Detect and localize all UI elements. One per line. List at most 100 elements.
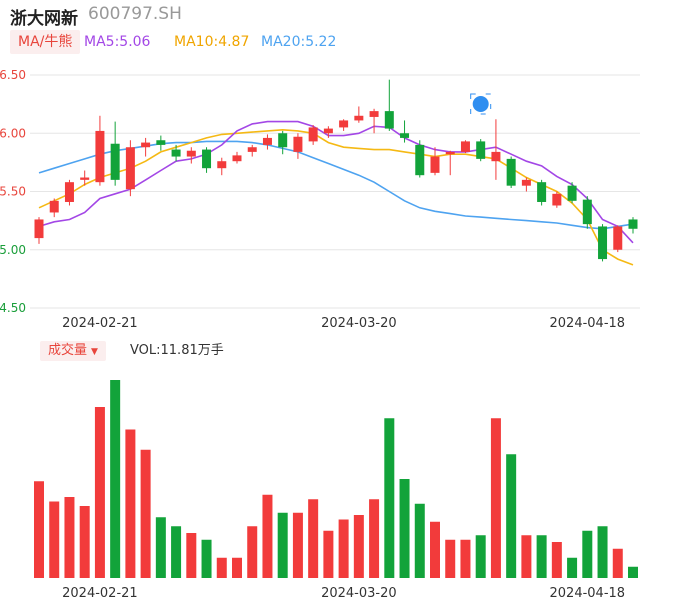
volume-bar xyxy=(64,497,75,578)
candle-body xyxy=(400,133,410,138)
candle-body xyxy=(278,133,288,148)
volume-bar xyxy=(247,526,258,578)
volume-bar xyxy=(567,557,578,578)
candle-body xyxy=(49,200,59,213)
volume-bar xyxy=(536,535,547,578)
candle-body xyxy=(537,182,547,202)
stock-code: 600797.SH xyxy=(88,4,182,24)
volume-bar xyxy=(49,501,60,578)
volume-bar xyxy=(460,539,471,578)
ma10-line xyxy=(38,128,634,266)
volume-indicator-toggle[interactable]: 成交量 ▼ xyxy=(40,341,106,361)
candle-body xyxy=(171,149,181,157)
volume-bar xyxy=(628,566,638,578)
candle-body xyxy=(125,147,135,190)
volume-bar xyxy=(384,418,395,578)
volume-toggle-label: 成交量 xyxy=(48,343,88,358)
x-tick-label: 2024-02-21 xyxy=(62,586,138,601)
candle-body xyxy=(64,182,74,202)
candle-body xyxy=(262,137,272,145)
candle-body xyxy=(491,151,501,162)
volume-bar xyxy=(582,530,593,578)
y-tick-label: 5.50 xyxy=(0,185,26,199)
candle-body xyxy=(232,155,242,162)
ma5-line xyxy=(38,120,634,244)
x-tick-label: 2024-03-20 xyxy=(321,316,397,331)
candle-body xyxy=(521,179,531,186)
candle-body xyxy=(141,142,151,148)
ma20-value: MA20:5.22 xyxy=(261,34,337,50)
volume-bar xyxy=(445,539,456,578)
tag-icon-frame xyxy=(470,93,492,115)
volume-bar xyxy=(506,454,517,578)
volume-bar xyxy=(308,499,319,578)
candle-body xyxy=(552,193,562,206)
candle-body xyxy=(445,151,455,155)
volume-bar xyxy=(140,449,151,578)
candle-body xyxy=(613,226,623,250)
y-tick-label: 6.00 xyxy=(0,126,26,140)
volume-bar xyxy=(277,512,288,578)
x-tick-label: 2024-03-20 xyxy=(321,586,397,601)
volume-bar xyxy=(171,526,182,578)
candle-body xyxy=(80,177,90,180)
candle-body xyxy=(598,226,608,260)
candle-body xyxy=(156,140,166,145)
volume-bar xyxy=(216,557,227,578)
candle-body xyxy=(506,158,516,186)
ma20-line xyxy=(38,140,634,230)
candle-body xyxy=(354,115,364,121)
volume-bar xyxy=(79,506,90,578)
ma-indicator-toggle[interactable]: MA/牛熊 xyxy=(10,30,81,54)
volume-bar xyxy=(125,429,136,578)
volume-bar xyxy=(369,499,380,578)
candle-body xyxy=(308,127,318,142)
candle-body xyxy=(34,219,44,239)
volume-bar xyxy=(186,533,197,578)
volume-value: VOL:11.81万手 xyxy=(130,343,224,358)
candle-body xyxy=(384,111,394,129)
volume-bar xyxy=(34,481,44,578)
volume-bar xyxy=(551,542,562,578)
volume-bar xyxy=(94,407,105,578)
x-tick-label: 2024-04-18 xyxy=(550,316,626,331)
y-tick-label: 4.50 xyxy=(0,301,26,315)
candle-body xyxy=(582,199,592,225)
candle-body xyxy=(476,141,486,159)
y-tick-label: 6.50 xyxy=(0,68,26,82)
volume-bar xyxy=(232,557,242,578)
volume-bar xyxy=(399,479,410,578)
volume-bar xyxy=(612,548,623,578)
volume-bar xyxy=(414,503,425,578)
volume-bar xyxy=(490,418,501,578)
volume-bar xyxy=(110,380,121,578)
candle-body xyxy=(415,144,425,176)
x-tick-label: 2024-02-21 xyxy=(62,316,138,331)
candle-body xyxy=(460,141,470,152)
volume-bar xyxy=(338,519,349,578)
candle-body xyxy=(339,120,349,128)
candle-body xyxy=(430,156,440,173)
candle-body xyxy=(369,111,379,117)
caret-down-icon: ▼ xyxy=(91,347,98,357)
volume-bar xyxy=(475,535,486,578)
candle-body xyxy=(95,130,105,183)
candle-body xyxy=(567,185,577,201)
x-tick-label: 2024-04-18 xyxy=(550,586,626,601)
tag-icon xyxy=(472,96,489,112)
volume-bar xyxy=(292,512,303,578)
volume-bar xyxy=(597,526,608,578)
stock-name: 浙大网新 xyxy=(10,9,78,29)
volume-bar xyxy=(521,535,532,578)
volume-bar xyxy=(323,530,334,578)
candle-body xyxy=(217,161,227,169)
volume-bar xyxy=(155,517,166,578)
ma5-value: MA5:5.06 xyxy=(84,34,151,50)
candle-body xyxy=(202,149,212,169)
candle-body xyxy=(323,128,333,134)
volume-bar xyxy=(353,515,364,578)
volume-bar xyxy=(430,521,440,578)
candle-body xyxy=(628,219,638,229)
